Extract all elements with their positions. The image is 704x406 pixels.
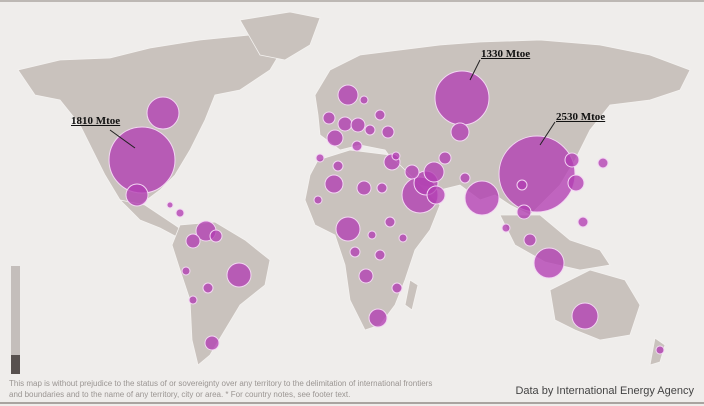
consumption-bubble[interactable] — [516, 204, 532, 220]
consumption-bubble[interactable] — [175, 208, 185, 218]
consumption-bubble[interactable] — [391, 282, 403, 294]
consumption-bubble[interactable] — [188, 295, 198, 305]
consumption-bubble[interactable] — [226, 262, 252, 288]
consumption-bubble[interactable] — [391, 151, 401, 161]
consumption-bubble[interactable] — [571, 302, 599, 330]
consumption-bubble[interactable] — [577, 216, 589, 228]
greenland — [239, 11, 321, 61]
consumption-bubble[interactable] — [376, 182, 388, 194]
consumption-bubble[interactable] — [337, 116, 353, 132]
consumption-bubble[interactable] — [335, 216, 361, 242]
consumption-bubble[interactable] — [204, 335, 220, 351]
bubble-layer — [108, 70, 665, 355]
callout-line-russia — [469, 59, 481, 81]
consumption-bubble[interactable] — [326, 129, 344, 147]
consumption-bubble[interactable] — [358, 268, 374, 284]
callout-china: 2530 Mtoe — [556, 111, 606, 123]
consumption-bubble[interactable] — [567, 174, 585, 192]
consumption-bubble[interactable] — [516, 179, 528, 191]
callout-line-north-america — [109, 129, 136, 149]
consumption-bubble[interactable] — [434, 70, 490, 126]
consumption-bubble[interactable] — [423, 161, 445, 183]
consumption-bubble[interactable] — [498, 135, 576, 213]
consumption-bubble[interactable] — [374, 249, 386, 261]
consumption-bubble[interactable] — [533, 247, 565, 279]
central-america — [118, 199, 186, 237]
consumption-bubble[interactable] — [374, 109, 386, 121]
consumption-bubble[interactable] — [523, 233, 537, 247]
consumption-bubble[interactable] — [322, 111, 336, 125]
consumption-bubble[interactable] — [313, 195, 323, 205]
callout-lines — [109, 59, 556, 149]
consumption-bubble[interactable] — [356, 180, 372, 196]
consumption-bubble[interactable] — [349, 246, 361, 258]
consumption-bubble[interactable] — [337, 84, 359, 106]
consumption-bubble[interactable] — [146, 96, 180, 130]
map-disclaimer: This map is without prejudice to the sta… — [9, 379, 433, 399]
time-slider[interactable] — [11, 266, 20, 374]
consumption-bubble[interactable] — [367, 230, 377, 240]
consumption-bubble[interactable] — [501, 223, 511, 233]
consumption-bubble[interactable] — [384, 216, 396, 228]
data-credit: Data by International Energy Agency — [515, 385, 694, 397]
consumption-bubble[interactable] — [185, 233, 201, 249]
slider-fill — [11, 354, 20, 374]
consumption-bubble[interactable] — [350, 117, 366, 133]
consumption-bubble[interactable] — [315, 153, 325, 163]
consumption-bubble[interactable] — [381, 125, 395, 139]
callout-north-america: 1810 Mtoe — [71, 115, 121, 127]
consumption-bubble[interactable] — [464, 180, 500, 216]
consumption-bubble[interactable] — [564, 152, 580, 168]
world-map — [17, 11, 691, 366]
consumption-bubble[interactable] — [368, 308, 388, 328]
consumption-bubble[interactable] — [332, 160, 344, 172]
australia — [549, 269, 641, 341]
consumption-bubble[interactable] — [398, 233, 408, 243]
southeast-asia — [499, 214, 611, 271]
consumption-bubble[interactable] — [166, 201, 174, 209]
callout-russia: 1330 Mtoe — [481, 48, 531, 60]
consumption-bubble[interactable] — [359, 95, 369, 105]
consumption-bubble[interactable] — [125, 183, 149, 207]
consumption-bubble[interactable] — [438, 151, 452, 165]
consumption-bubble[interactable] — [324, 174, 344, 194]
consumption-bubble[interactable] — [181, 266, 191, 276]
madagascar — [404, 279, 419, 311]
consumption-bubble[interactable] — [655, 345, 665, 355]
callout-line-china — [539, 121, 556, 146]
consumption-bubble[interactable] — [459, 172, 471, 184]
consumption-bubble[interactable] — [364, 124, 376, 136]
consumption-bubble[interactable] — [426, 185, 446, 205]
consumption-bubble[interactable] — [597, 157, 609, 169]
consumption-bubble[interactable] — [450, 122, 470, 142]
consumption-bubble[interactable] — [351, 140, 363, 152]
consumption-bubble[interactable] — [404, 164, 420, 180]
consumption-bubble[interactable] — [209, 229, 223, 243]
consumption-bubble[interactable] — [202, 282, 214, 294]
